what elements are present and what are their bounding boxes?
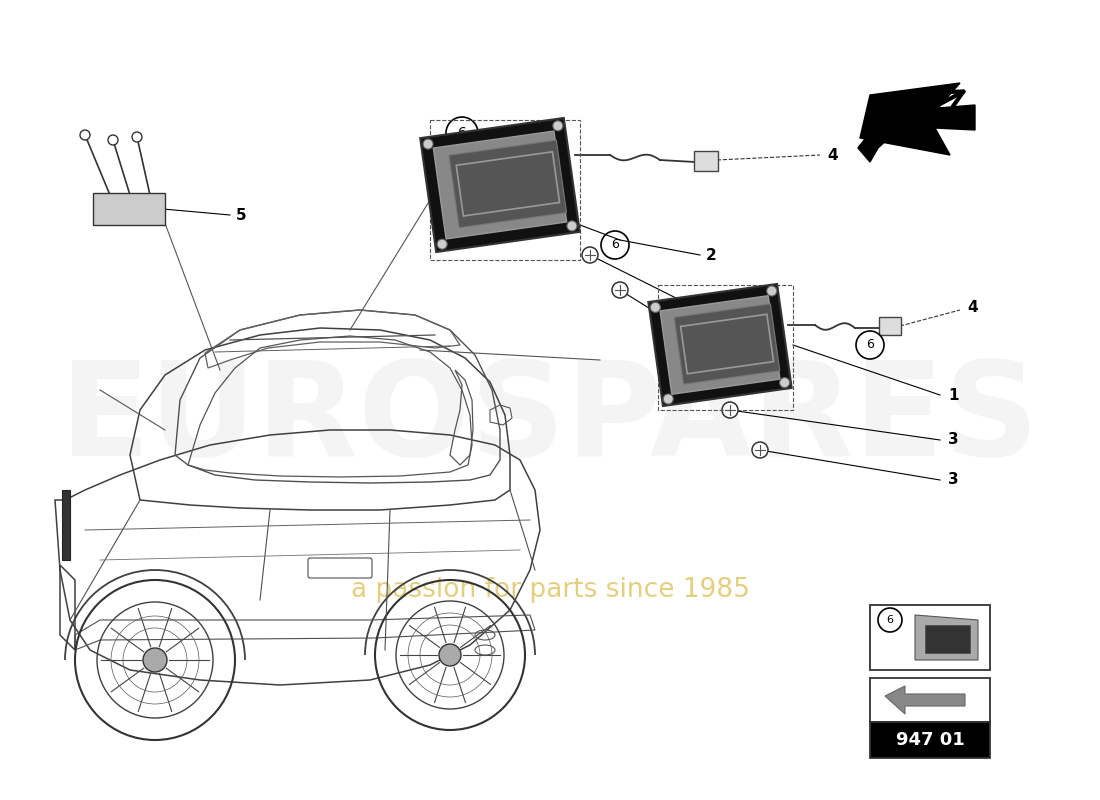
Circle shape bbox=[767, 286, 777, 296]
Polygon shape bbox=[886, 686, 965, 714]
Circle shape bbox=[553, 121, 563, 131]
Text: 6: 6 bbox=[887, 615, 893, 625]
Text: 5: 5 bbox=[236, 207, 246, 222]
FancyBboxPatch shape bbox=[870, 678, 990, 722]
FancyBboxPatch shape bbox=[870, 605, 990, 670]
Circle shape bbox=[780, 378, 790, 388]
Text: 3: 3 bbox=[706, 305, 716, 319]
Polygon shape bbox=[433, 131, 566, 239]
Circle shape bbox=[566, 221, 576, 231]
Polygon shape bbox=[915, 615, 978, 660]
Polygon shape bbox=[674, 304, 780, 384]
Text: 3: 3 bbox=[948, 433, 958, 447]
Circle shape bbox=[80, 130, 90, 140]
FancyBboxPatch shape bbox=[694, 151, 718, 171]
Circle shape bbox=[143, 648, 167, 672]
Circle shape bbox=[582, 247, 598, 263]
Circle shape bbox=[722, 402, 738, 418]
Polygon shape bbox=[925, 625, 970, 653]
Text: 2: 2 bbox=[706, 247, 717, 262]
Circle shape bbox=[752, 442, 768, 458]
Text: a passion for parts since 1985: a passion for parts since 1985 bbox=[351, 577, 749, 603]
Polygon shape bbox=[449, 140, 566, 228]
Circle shape bbox=[424, 139, 433, 149]
Text: 4: 4 bbox=[967, 301, 978, 315]
Circle shape bbox=[650, 302, 660, 312]
Circle shape bbox=[663, 394, 673, 404]
Text: 6: 6 bbox=[612, 238, 619, 251]
Text: 1: 1 bbox=[948, 387, 958, 402]
Circle shape bbox=[439, 644, 461, 666]
Polygon shape bbox=[420, 118, 580, 252]
Polygon shape bbox=[860, 83, 975, 155]
Text: 4: 4 bbox=[827, 147, 837, 162]
Text: EUROSPARES: EUROSPARES bbox=[60, 357, 1040, 483]
FancyBboxPatch shape bbox=[94, 193, 165, 225]
Polygon shape bbox=[660, 296, 780, 394]
Polygon shape bbox=[858, 98, 945, 162]
Text: 6: 6 bbox=[458, 126, 466, 140]
Text: 3: 3 bbox=[706, 334, 716, 350]
Circle shape bbox=[108, 135, 118, 145]
Circle shape bbox=[437, 239, 447, 249]
Text: 3: 3 bbox=[948, 473, 958, 487]
FancyBboxPatch shape bbox=[879, 317, 901, 335]
Text: 947 01: 947 01 bbox=[895, 731, 965, 750]
Text: 6: 6 bbox=[866, 338, 873, 351]
FancyBboxPatch shape bbox=[870, 722, 990, 758]
FancyBboxPatch shape bbox=[62, 490, 70, 560]
Polygon shape bbox=[648, 284, 792, 406]
Circle shape bbox=[132, 132, 142, 142]
Circle shape bbox=[612, 282, 628, 298]
